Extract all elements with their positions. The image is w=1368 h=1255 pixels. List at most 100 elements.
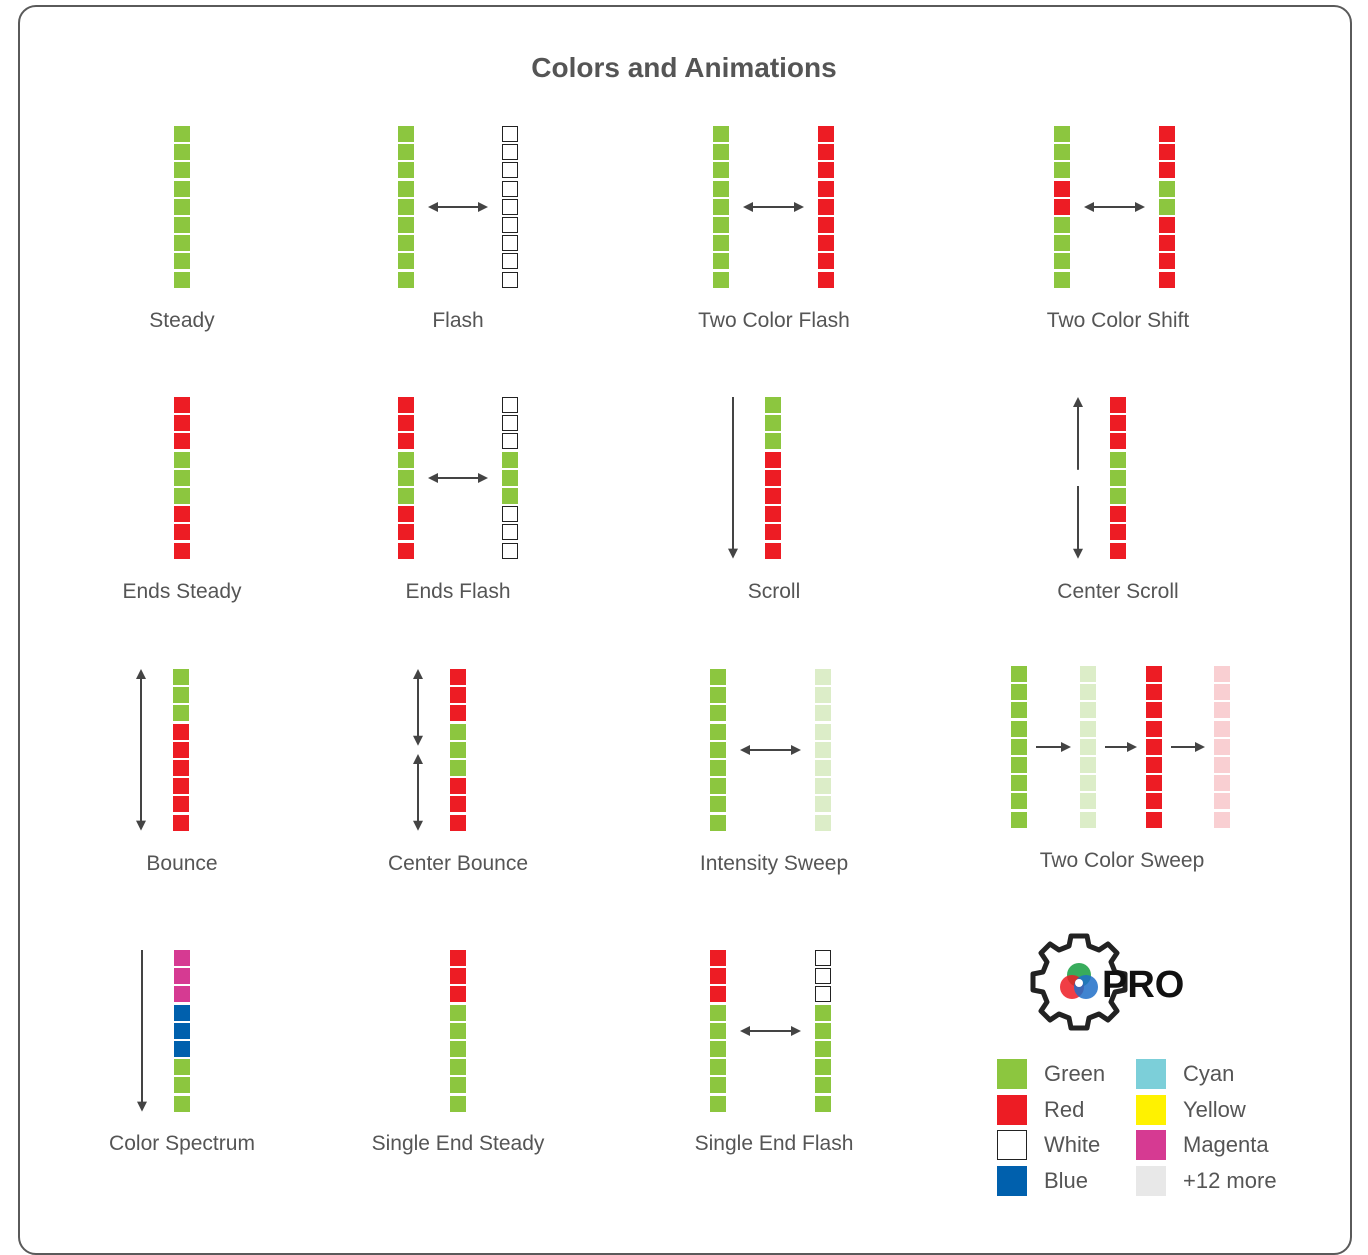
legend-label: Yellow <box>1183 1096 1246 1122</box>
led-cell <box>173 760 189 776</box>
led-cell <box>1080 811 1096 828</box>
legend-swatch <box>997 1165 1027 1196</box>
right-arrow-icon <box>1036 741 1071 752</box>
led-cell <box>815 669 831 685</box>
led-cell <box>174 1077 190 1094</box>
led-cell <box>1110 451 1126 468</box>
led-cell <box>710 968 726 985</box>
led-cell <box>815 723 831 740</box>
led-cell <box>502 198 518 215</box>
led-cell <box>710 687 726 704</box>
led-cell <box>1054 253 1070 270</box>
led-cell <box>398 144 414 161</box>
led-cell <box>710 760 726 776</box>
led-cell <box>450 1077 466 1094</box>
led-cell <box>450 950 466 966</box>
animation-label: Scroll <box>747 580 801 603</box>
animation-label: Two Color Sweep <box>1039 849 1205 872</box>
led-cell <box>174 415 190 432</box>
led-cell <box>1011 720 1027 737</box>
led-cell <box>1054 217 1070 233</box>
led-cell <box>450 687 466 704</box>
animation-label: Center Scroll <box>1057 580 1179 603</box>
legend-label: Cyan <box>1183 1061 1235 1086</box>
led-cell <box>710 814 726 831</box>
led-cell <box>1054 126 1070 142</box>
led-cell <box>710 778 726 795</box>
led-cell <box>174 488 190 504</box>
led-cell <box>174 397 190 413</box>
led-cell <box>1146 775 1162 792</box>
led-cell <box>1146 666 1162 682</box>
led-cell <box>398 271 414 288</box>
led-strip <box>450 669 466 831</box>
led-cell <box>710 950 726 966</box>
led-cell <box>1159 217 1175 233</box>
pro-gear-logo-icon: PRO <box>1030 933 1184 1031</box>
led-cell <box>450 1004 466 1021</box>
led-cell <box>710 723 726 740</box>
led-cell <box>450 1059 466 1076</box>
led-cell <box>502 126 518 142</box>
legend-label: +12 more <box>1183 1167 1277 1193</box>
legend-swatch <box>997 1094 1027 1125</box>
led-cell <box>815 1077 831 1094</box>
led-cell <box>1011 793 1027 810</box>
right-arrow-icon <box>1171 741 1205 752</box>
led-cell <box>713 253 729 270</box>
led-cell <box>1011 666 1027 682</box>
led-cell <box>1110 469 1126 486</box>
led-cell <box>502 524 518 541</box>
led-cell <box>502 180 518 197</box>
animation-label: Ends Flash <box>405 580 511 603</box>
led-cell <box>1080 757 1096 773</box>
led-cell <box>1110 524 1126 541</box>
led-cell <box>1080 793 1096 810</box>
led-cell <box>765 469 781 486</box>
led-cell <box>398 451 414 468</box>
led-cell <box>815 814 831 831</box>
up-arrow-icon <box>1073 397 1083 470</box>
led-cell <box>713 144 729 161</box>
led-cell <box>398 235 414 252</box>
led-cell <box>1214 757 1230 773</box>
led-cell <box>502 235 518 252</box>
led-cell <box>173 723 189 740</box>
led-cell <box>174 1095 190 1112</box>
led-cell <box>174 253 190 270</box>
led-cell <box>502 144 518 161</box>
led-cell <box>713 235 729 252</box>
led-cell <box>450 968 466 985</box>
led-cell <box>713 126 729 142</box>
led-strip <box>1214 666 1230 828</box>
led-cell <box>1159 253 1175 270</box>
led-cell <box>450 723 466 740</box>
led-cell <box>173 705 189 722</box>
led-cell <box>174 986 190 1003</box>
legend-label: Green <box>1044 1061 1106 1086</box>
animation-label: Intensity Sweep <box>699 852 849 875</box>
led-cell <box>710 1077 726 1094</box>
animation-label: Steady <box>149 309 215 332</box>
led-strip <box>765 397 781 559</box>
led-cell <box>765 397 781 413</box>
double-arrow-icon <box>740 1025 801 1036</box>
led-cell <box>174 506 190 523</box>
animation-label: Single End Steady <box>371 1132 545 1155</box>
led-cell <box>713 217 729 233</box>
led-cell <box>398 524 414 541</box>
led-strip <box>1159 126 1175 288</box>
led-cell <box>450 1095 466 1112</box>
led-cell <box>1214 738 1230 755</box>
led-cell <box>818 253 834 270</box>
led-cell <box>1080 720 1096 737</box>
led-cell <box>1054 235 1070 252</box>
led-cell <box>710 1059 726 1076</box>
led-cell <box>398 198 414 215</box>
gear-icon <box>1030 933 1128 1031</box>
led-cell <box>1159 198 1175 215</box>
led-cell <box>1080 666 1096 682</box>
led-cell <box>1214 666 1230 682</box>
led-cell <box>1011 684 1027 701</box>
led-cell <box>174 271 190 288</box>
